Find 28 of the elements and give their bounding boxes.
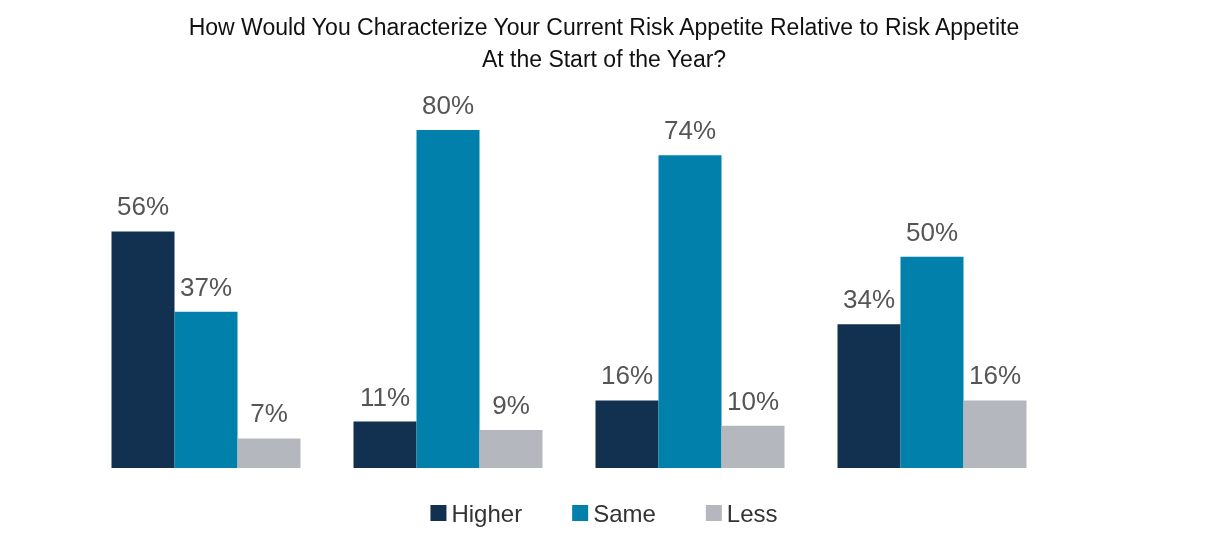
- bar: [237, 438, 301, 468]
- legend-label: Higher: [451, 499, 523, 527]
- data-label: 50%: [905, 216, 959, 247]
- bar: [658, 155, 722, 468]
- data-label: 34%: [842, 284, 896, 315]
- data-label: 80%: [421, 90, 475, 120]
- bar: [353, 421, 417, 468]
- legend-label: Same: [593, 499, 656, 527]
- data-label: 37%: [179, 271, 233, 302]
- data-label: 7%: [250, 398, 288, 429]
- data-label: 56%: [116, 191, 170, 222]
- data-label: 9%: [492, 389, 530, 420]
- data-label: 16%: [968, 360, 1022, 391]
- bar: [479, 429, 543, 468]
- chart-title: How Would You Characterize Your Current Risk Appetite Relative to Risk Appetite At the Start of the Year?: [188, 14, 1020, 72]
- bar: [174, 311, 238, 468]
- bar: [837, 324, 901, 468]
- bar: [111, 231, 175, 468]
- bar: [900, 256, 964, 468]
- bar: [721, 425, 785, 468]
- data-label: 10%: [726, 385, 780, 416]
- bar: [963, 400, 1027, 468]
- data-label: 74%: [663, 115, 717, 146]
- bar: [416, 130, 480, 468]
- bar: [595, 400, 659, 468]
- data-label: 11%: [359, 381, 411, 412]
- legend-label: Less: [726, 499, 778, 527]
- data-label: 16%: [600, 360, 654, 391]
